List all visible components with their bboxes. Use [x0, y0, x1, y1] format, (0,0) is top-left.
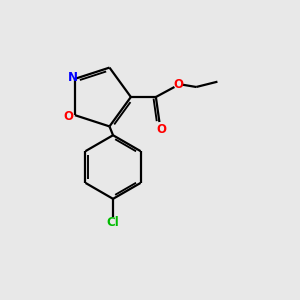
Text: O: O [64, 110, 74, 123]
Text: N: N [68, 71, 78, 84]
Text: Cl: Cl [107, 217, 119, 230]
Text: O: O [156, 123, 166, 136]
Text: O: O [173, 78, 183, 91]
